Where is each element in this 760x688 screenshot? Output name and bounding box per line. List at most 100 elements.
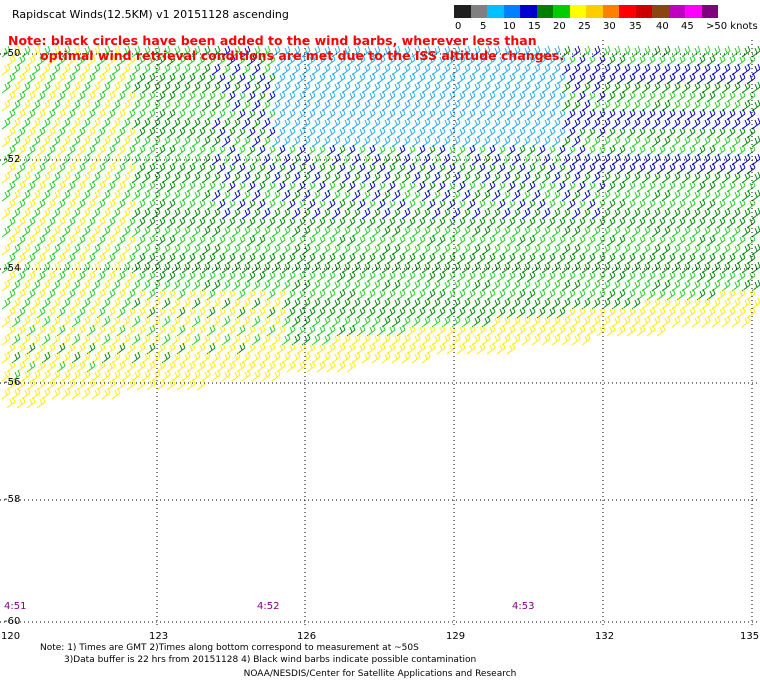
speed-color-legend (454, 5, 718, 18)
legend-swatch (635, 5, 652, 18)
wind-barb (636, 324, 646, 337)
wind-barb (251, 369, 261, 382)
wind-barb (371, 351, 381, 364)
legend-swatch (553, 5, 570, 18)
wind-barb (521, 333, 531, 346)
legend-label: 5 (480, 21, 487, 32)
footer-credit: NOAA/NESDIS/Center for Satellite Applica… (243, 669, 517, 679)
wind-barb (551, 333, 561, 346)
wind-barbs-layer (1, 45, 760, 409)
wind-barb (616, 324, 626, 337)
wind-barb (671, 315, 681, 328)
wind-barb (421, 351, 431, 364)
wind-barb (436, 342, 446, 355)
wind-barb (721, 315, 731, 328)
wind-barb (126, 378, 136, 391)
legend-swatch (652, 5, 669, 18)
wind-barb (336, 360, 346, 373)
wind-barb (1, 315, 11, 328)
legend-label: 15 (528, 21, 541, 32)
wind-barb (221, 369, 231, 382)
wind-barb (401, 351, 411, 364)
legend-swatch (454, 5, 471, 18)
wind-barb (506, 342, 516, 355)
wind-barb (81, 387, 91, 400)
wind-barb (71, 387, 81, 400)
wind-barb (496, 342, 506, 355)
wind-barb (316, 360, 326, 373)
lon-label: 129 (446, 631, 466, 642)
wind-barb (391, 351, 401, 364)
wind-barb (571, 333, 581, 346)
legend-label: 20 (553, 21, 566, 32)
lat-label: -50 (4, 48, 21, 59)
retrieval-note: Note: black circles have been added to t… (8, 33, 564, 63)
wind-barb (486, 342, 496, 355)
wind-barb (1, 333, 11, 346)
wind-barb (361, 351, 371, 364)
wind-barb (711, 315, 721, 328)
grid-lines (0, 40, 760, 628)
lat-label: -58 (4, 494, 21, 505)
legend-swatch (701, 5, 718, 18)
wind-barb (1, 243, 11, 256)
wind-barb (1, 189, 11, 202)
wind-barb (241, 369, 251, 382)
legend-swatch (569, 5, 586, 18)
wind-barb (381, 351, 391, 364)
legend-swatch (536, 5, 553, 18)
wind-barb (1, 171, 11, 184)
wind-barb (1, 297, 11, 310)
wind-barb (456, 342, 466, 355)
wind-barb (1, 351, 11, 364)
wind-barb (36, 396, 46, 409)
wind-barb (136, 378, 146, 391)
time-label: 4:51 (4, 601, 27, 612)
wind-barb (606, 324, 616, 337)
wind-barb (1, 225, 11, 238)
wind-barb (646, 324, 656, 337)
lat-label: -54 (4, 263, 21, 274)
wind-barb (26, 396, 36, 409)
legend-label: 45 (681, 21, 694, 32)
wind-barb (581, 333, 591, 346)
legend-swatch (619, 5, 636, 18)
footer-line: 3)Data buffer is 22 hrs from 20151128 4)… (64, 655, 477, 665)
wind-barb (541, 333, 551, 346)
wind-barb (731, 315, 741, 328)
wind-barb (1, 135, 11, 148)
legend-swatch (470, 5, 487, 18)
legend-swatch (503, 5, 520, 18)
wind-barb (156, 378, 166, 391)
lat-label: -52 (4, 154, 21, 165)
wind-barb (271, 369, 281, 382)
lon-label: 135 (740, 631, 760, 642)
wind-barb (741, 315, 751, 328)
wind-barb (1, 279, 11, 292)
wind-barb (531, 333, 541, 346)
legend-swatch (586, 5, 603, 18)
wind-barb (6, 396, 16, 409)
lon-label: 120 (1, 631, 21, 642)
wind-barb (166, 378, 176, 391)
wind-barb (681, 315, 691, 328)
wind-barb (261, 369, 271, 382)
lat-label: -56 (4, 377, 21, 388)
legend-swatch (520, 5, 537, 18)
wind-barb (1, 387, 11, 400)
wind-barb (476, 342, 486, 355)
wind-barb (231, 369, 241, 382)
wind-barb (1, 45, 11, 58)
legend-label: >50 knots (706, 21, 758, 32)
wind-barb (1, 117, 11, 130)
wind-barb (306, 360, 316, 373)
wind-barb (1, 369, 11, 382)
time-label: 4:53 (512, 601, 535, 612)
wind-barb (61, 387, 71, 400)
wind-barb (561, 333, 571, 346)
wind-barb (346, 360, 356, 373)
wind-barb (596, 324, 606, 337)
speed-legend-labels: 0 5 10 15 20 25 30 35 40 45 >50 knots (0, 21, 760, 35)
legend-label: 40 (656, 21, 669, 32)
wind-barb (111, 387, 121, 400)
